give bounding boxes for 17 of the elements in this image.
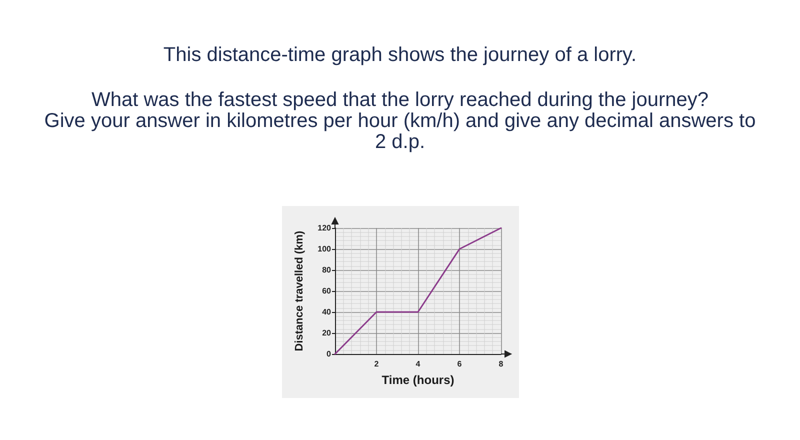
y-tick-label: 0 — [326, 350, 332, 358]
x-tick-label: 2 — [374, 360, 380, 368]
text: Give your answer in kilometres per hour (km/h) and give any decimal answers to 2 d.p. — [43, 110, 757, 153]
x-tick-label: 6 — [457, 360, 462, 368]
y-tick-label: 120 — [318, 224, 332, 232]
x-tick-label: 4 — [416, 360, 421, 368]
y-axis-title: Distance travelled (km) — [294, 230, 306, 352]
text: What was the fastest speed that the lorry reached during the journey? — [90, 89, 710, 111]
y-tick-label: 40 — [322, 308, 332, 316]
y-tick-label: 60 — [322, 286, 332, 296]
x-axis-title: Time (hours) — [382, 373, 454, 387]
chart-title: This distance-time graph shows the journey of a lorry. — [162, 43, 638, 67]
line-series — [334, 227, 502, 355]
x-tick-label: 8 — [498, 360, 504, 368]
y-tick-label: 100 — [318, 244, 332, 254]
y-tick-label: 80 — [322, 266, 332, 274]
y-tick-label: 20 — [322, 328, 332, 338]
